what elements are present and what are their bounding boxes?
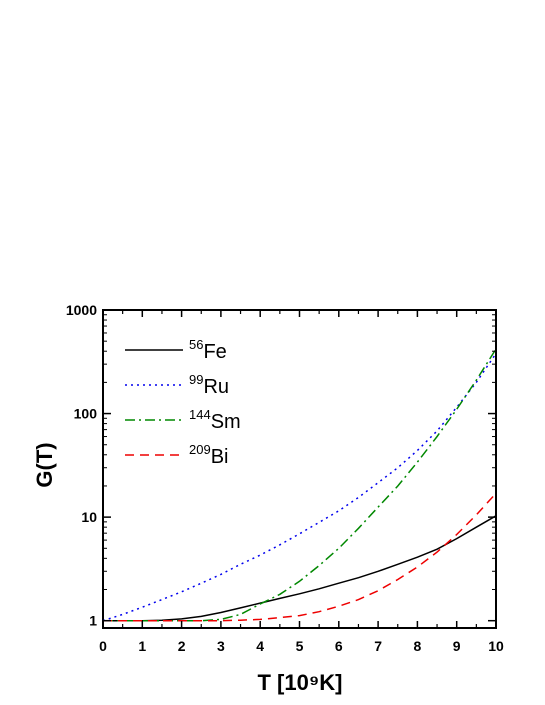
series-line-bi [103,492,497,622]
y-tick-label: 1 [89,613,97,629]
legend-entry: 56Fe [189,337,227,363]
legend-mass-number: 99 [189,372,203,387]
x-tick-label: 8 [414,638,422,654]
legend-mass-number: 209 [189,442,211,457]
x-tick-label: 9 [453,638,461,654]
plot-frame [102,309,497,629]
x-tick-label: 1 [138,638,146,654]
legend-element-symbol: Ru [203,376,229,398]
x-tick-label: 4 [256,638,264,654]
x-tick-label: 7 [374,638,382,654]
x-tick-label: 5 [296,638,304,654]
x-tick-label: 10 [488,638,504,654]
series-line-sm [103,348,497,622]
y-tick-label: 1000 [66,302,97,318]
legend-element-symbol: Fe [203,341,226,363]
x-tick-label: 6 [335,638,343,654]
series-layer [102,348,497,622]
x-axis-title: T [10⁹K] [257,670,342,695]
y-tick-label: 10 [81,509,97,525]
y-tick-label: 100 [74,406,98,422]
y-axis-title: G(T) [32,442,57,487]
series-line-ru [102,353,497,622]
series-line-fe [103,515,497,622]
legend-element-symbol: Sm [211,411,241,433]
x-tick-label: 2 [178,638,186,654]
x-tick-label: 3 [217,638,225,654]
x-tick-label: 0 [99,638,107,654]
legend-entry: 99Ru [189,372,229,398]
legend-entry: 209Bi [189,442,229,468]
legend-entry: 144Sm [189,407,241,433]
legend-mass-number: 144 [189,407,211,422]
legend-element-symbol: Bi [211,446,229,468]
legend-mass-number: 56 [189,337,203,352]
plot-area [102,309,497,629]
